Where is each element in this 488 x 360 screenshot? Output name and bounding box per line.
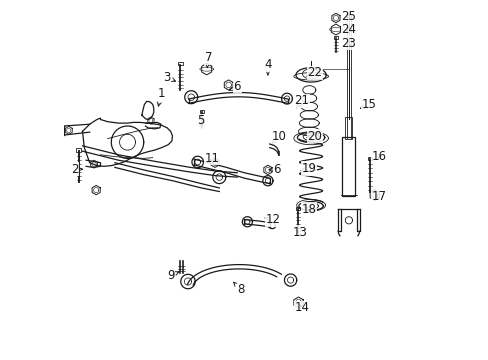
Bar [333,36,337,39]
Bar [277,151,279,155]
Text: 14: 14 [294,301,309,314]
Text: 6: 6 [229,80,241,93]
Text: 21: 21 [294,94,309,108]
Text: 15: 15 [360,98,375,111]
Bar [295,207,299,210]
Text: 3: 3 [163,71,175,84]
Text: 13: 13 [292,225,307,239]
Bar [178,62,183,65]
Text: 7: 7 [204,51,212,68]
Text: 18: 18 [301,203,316,216]
Text: 23: 23 [341,37,356,50]
Text: 2: 2 [71,163,82,176]
Text: 25: 25 [341,10,356,23]
Text: 17: 17 [371,190,386,203]
Text: 16: 16 [371,150,386,163]
Text: 4: 4 [264,58,271,75]
Text: 10: 10 [271,130,285,144]
Bar [367,157,371,160]
Text: 12: 12 [264,213,280,226]
Bar [345,117,352,139]
Text: 1: 1 [157,87,165,106]
Text: 11: 11 [204,152,219,165]
Text: 24: 24 [341,23,356,36]
Text: 5: 5 [197,114,204,128]
Bar [200,110,204,113]
Text: 22: 22 [306,66,322,79]
Bar [76,148,81,152]
Text: 9: 9 [166,269,179,282]
Text: 20: 20 [306,130,322,143]
Bar [342,137,355,196]
Text: 6: 6 [268,163,280,176]
Text: 8: 8 [233,282,244,296]
Text: 19: 19 [301,162,316,175]
